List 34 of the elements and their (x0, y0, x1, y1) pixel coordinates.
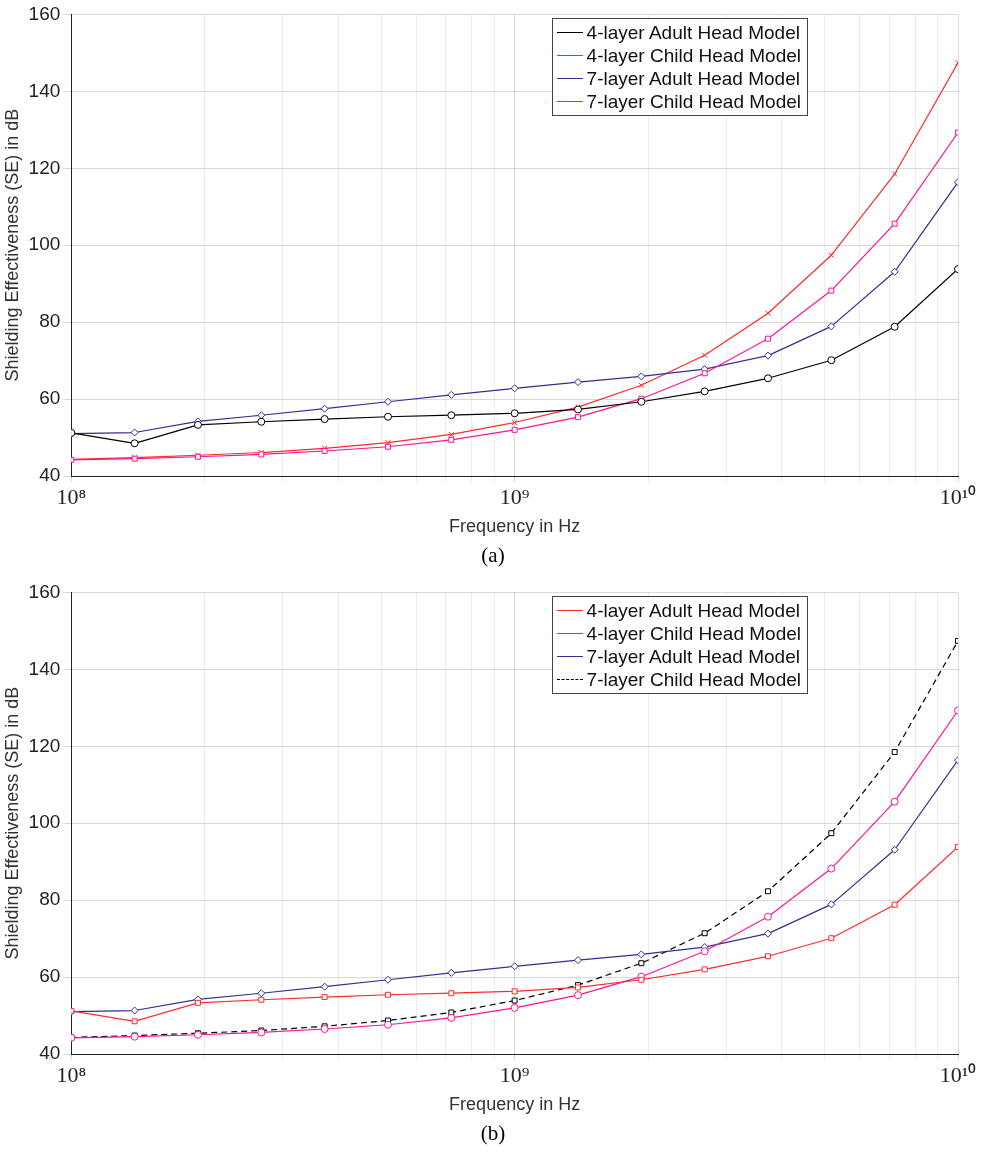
y-tick-label: 60 (39, 387, 61, 409)
y-tick-label: 160 (28, 2, 61, 24)
y-axis-title: Shielding Effectiveness (SE) in dB (1, 108, 22, 382)
legend-label: 4-layer Child Head Model (586, 622, 801, 646)
legend-label: 7-layer Adult Head Model (586, 645, 800, 669)
legend-label: 4-layer Child Head Model (586, 44, 801, 68)
legend-label: 7-layer Adult Head Model (586, 67, 800, 91)
legend-label: 7-layer Child Head Model (586, 668, 801, 692)
y-tick-label: 140 (28, 79, 61, 101)
y-tick-label: 140 (28, 657, 61, 679)
x-tick-label: 10⁹ (499, 483, 530, 509)
y-tick-label: 80 (39, 888, 61, 910)
text: (a) (480, 542, 506, 569)
y-tick-label: 80 (39, 310, 61, 332)
x-tick-label: 10⁸ (56, 483, 87, 509)
y-tick-label: 40 (39, 1042, 61, 1064)
x-tick-label: 10¹⁰ (939, 483, 977, 509)
legend-label: 4-layer Adult Head Model (586, 599, 800, 623)
text: (b) (479, 1120, 507, 1147)
y-tick-label: 120 (28, 156, 61, 178)
y-tick-label: 100 (28, 811, 61, 833)
legend-label: 7-layer Child Head Model (586, 90, 801, 114)
y-tick-label: 40 (39, 464, 61, 486)
x-tick-label: 10⁹ (499, 1061, 530, 1087)
y-tick-label: 160 (28, 580, 61, 602)
x-axis-title: Frequency in Hz (449, 1094, 581, 1115)
y-tick-label: 60 (39, 965, 61, 987)
y-tick-label: 100 (28, 233, 61, 255)
x-axis-title: Frequency in Hz (449, 516, 581, 537)
x-tick-label: 10⁸ (56, 1061, 87, 1087)
y-axis-title: Shielding Effectiveness (SE) in dB (1, 686, 22, 960)
x-tick-label: 10¹⁰ (939, 1061, 977, 1087)
y-tick-label: 120 (28, 734, 61, 756)
legend-label: 4-layer Adult Head Model (586, 21, 800, 45)
